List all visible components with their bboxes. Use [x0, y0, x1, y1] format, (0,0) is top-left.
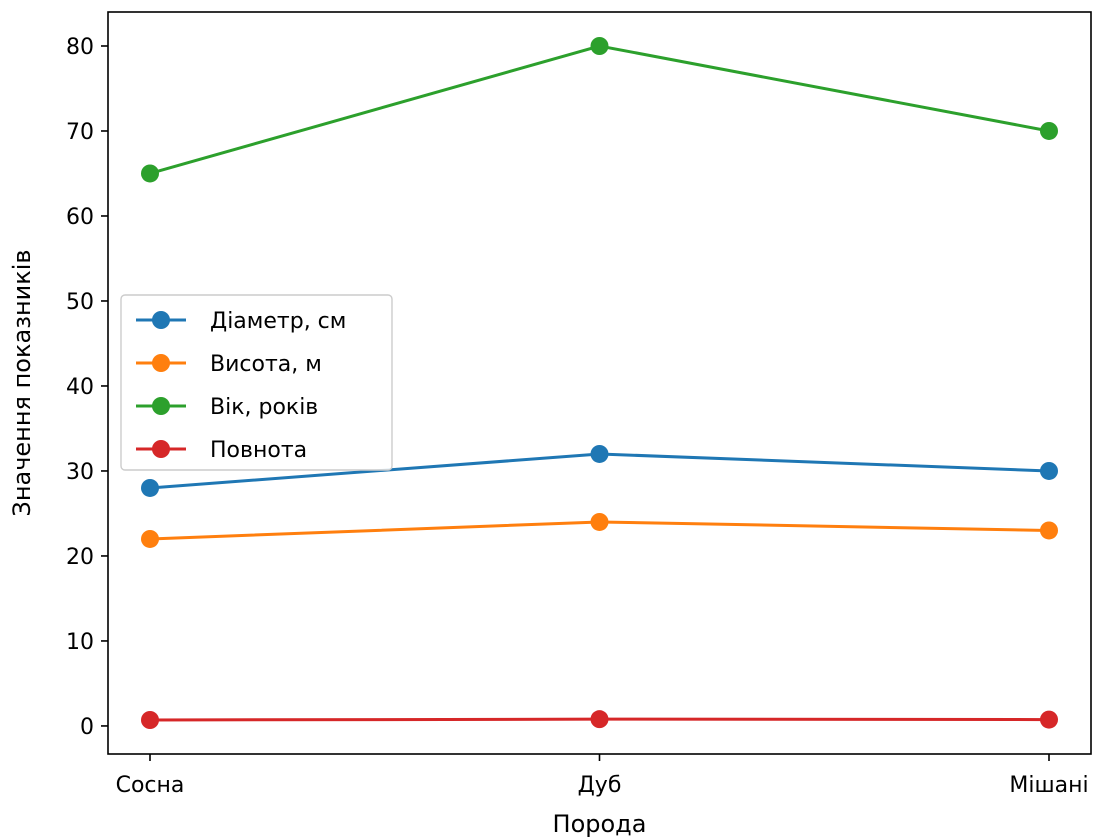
x-axis-label: Порода [553, 810, 647, 837]
legend: Діаметр, см Висота, м Вік, років Повнота [120, 294, 393, 471]
data-point [141, 529, 159, 548]
data-point [1040, 121, 1058, 140]
x-tick-label: Мішані [1009, 773, 1088, 798]
data-point [141, 478, 159, 497]
y-tick-label: 50 [66, 290, 94, 315]
legend-label: Висота, м [210, 352, 322, 377]
y-tick-label: 10 [66, 630, 94, 655]
y-tick-label: 40 [66, 375, 94, 400]
data-point [1040, 521, 1058, 540]
y-tick-label: 0 [80, 715, 94, 740]
y-tick-label: 80 [66, 35, 94, 60]
legend-box [120, 294, 393, 471]
legend-label: Вік, років [210, 395, 318, 420]
data-point [590, 512, 609, 531]
x-tick-label: Сосна [116, 773, 185, 798]
y-tick-label: 20 [66, 545, 94, 570]
legend-marker [152, 311, 170, 329]
data-point [590, 444, 609, 463]
legend-marker [152, 440, 170, 458]
legend-label: Діаметр, см [210, 309, 346, 334]
legend-marker [152, 354, 170, 372]
series-line [149, 44, 1050, 175]
legend-label: Повнота [210, 438, 307, 463]
data-point [141, 164, 159, 183]
plot-area: 0 10 20 30 40 50 60 70 80 Сосна Дуб Мішані [66, 11, 1092, 798]
y-tick-label: 70 [66, 120, 94, 145]
data-point [141, 711, 159, 730]
legend-marker [152, 397, 170, 415]
data-point [1040, 461, 1058, 480]
data-point [590, 36, 609, 55]
y-tick-label: 30 [66, 460, 94, 485]
data-point [590, 710, 609, 729]
x-tick-label: Дуб [578, 773, 622, 798]
y-axis-label: Значення показників [8, 249, 36, 516]
y-tick-label: 60 [66, 205, 94, 230]
data-point [1040, 710, 1058, 729]
